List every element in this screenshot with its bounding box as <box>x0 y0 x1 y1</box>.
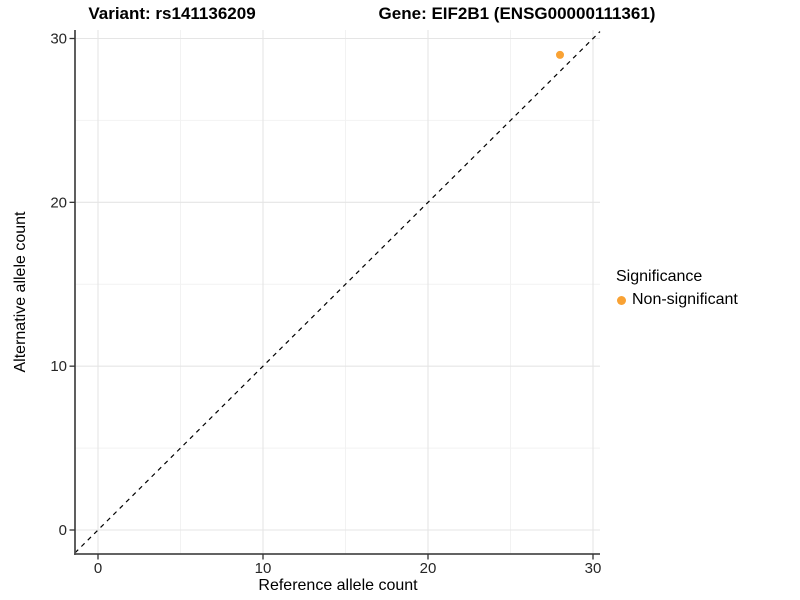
y-tick-label: 20 <box>50 194 67 211</box>
legend: Significance Non-significant <box>616 268 738 309</box>
legend-point-icon <box>617 295 626 305</box>
x-axis-title: Reference allele count <box>258 577 418 594</box>
x-tick-label: 0 <box>94 560 102 577</box>
data-point <box>556 50 564 59</box>
x-tick-label: 30 <box>585 560 602 577</box>
y-tick-label: 30 <box>50 31 67 48</box>
y-tick-label: 10 <box>50 358 67 375</box>
y-axis-title: Alternative allele count <box>12 211 29 373</box>
identity-line <box>74 31 601 554</box>
legend-item-label: Non-significant <box>632 291 738 308</box>
gene-title: Gene: EIF2B1 (ENSG00000111361) <box>378 4 656 23</box>
legend-title: Significance <box>616 268 703 285</box>
x-tick-label: 20 <box>420 560 437 577</box>
legend-item: Non-significant <box>616 291 738 309</box>
variant-title: Variant: rs141136209 <box>88 4 256 23</box>
x-tick-label: 10 <box>255 560 272 577</box>
y-tick-label: 0 <box>59 522 67 539</box>
